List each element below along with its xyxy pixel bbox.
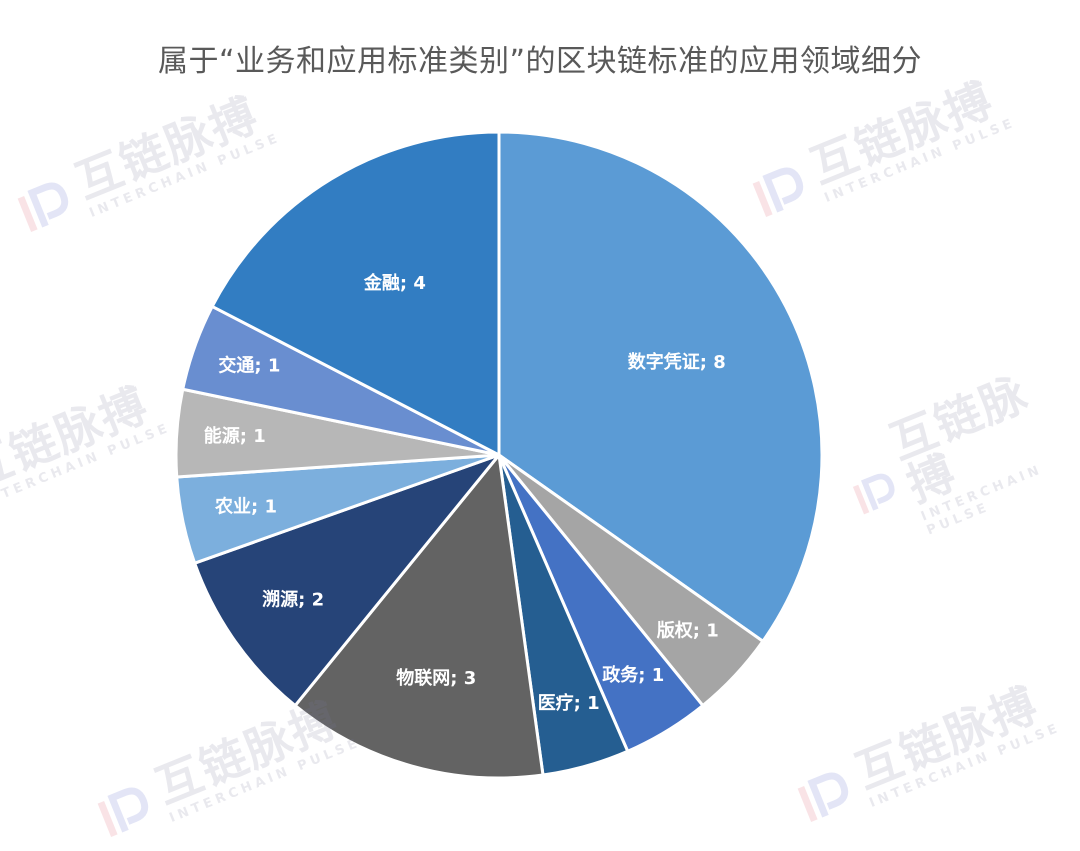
pie-slice-label: 农业; 1 bbox=[214, 496, 277, 518]
pie-slices bbox=[174, 130, 824, 780]
pie-slice-label: 物联网; 3 bbox=[396, 667, 476, 689]
pie-slice-1 bbox=[497, 130, 824, 643]
pie-slice-label: 溯源; 2 bbox=[262, 588, 324, 610]
pie-slice-label: 医疗; 1 bbox=[538, 692, 600, 714]
pie-slice-label: 交通; 1 bbox=[218, 354, 280, 376]
pie-slice-5 bbox=[293, 453, 545, 780]
pie-slice-10 bbox=[210, 130, 501, 457]
pie-slice-label: 政务; 1 bbox=[602, 664, 664, 686]
pie-labels: 数字凭证; 8 版权; 1 政务; 1医疗; 1 物联网; 3 溯源; 2 农业; 1 能源… bbox=[204, 272, 726, 714]
pie-slice-label: 金融; 4 bbox=[363, 272, 426, 294]
chart-title: 属于“业务和应用标准类别”的区块链标准的应用领域细分 bbox=[157, 44, 923, 79]
pie-slice-6 bbox=[193, 453, 501, 708]
pie-slice-label: 数字凭证; 8 bbox=[628, 351, 726, 373]
pie-slice-label: 版权; 1 bbox=[657, 619, 719, 641]
pie-slice-label: 能源; 1 bbox=[204, 425, 266, 447]
